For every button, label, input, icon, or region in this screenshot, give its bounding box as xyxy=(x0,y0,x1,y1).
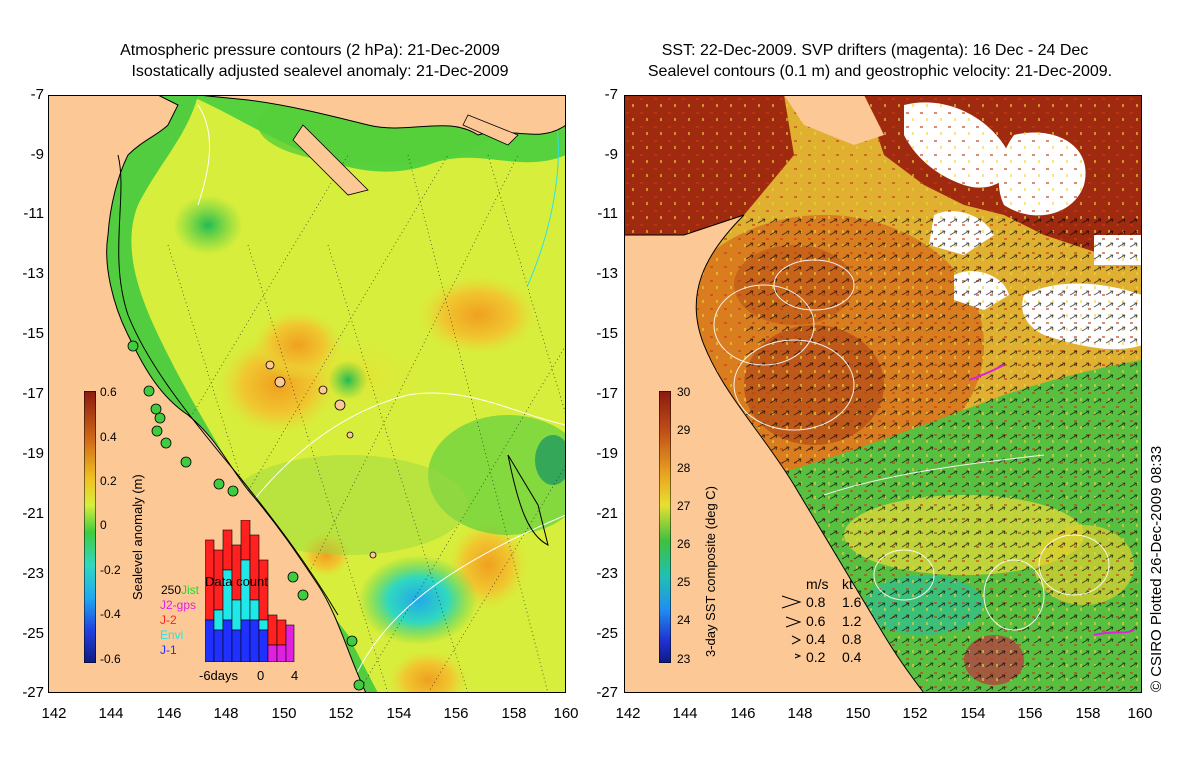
australia-coast-sst xyxy=(624,214,925,693)
sst-cbar-tick-3: 27 xyxy=(677,499,691,513)
data-count-max: 250 xyxy=(161,583,182,597)
right-lon-tick: 148 xyxy=(787,705,813,722)
data-count-axis-2: 4 xyxy=(291,668,299,683)
left-lat-tick: -21 xyxy=(22,505,44,522)
right-lat-tick: -13 xyxy=(596,265,618,282)
speed-legend-header-ms: m/s xyxy=(806,576,829,592)
right-lon-tick: 144 xyxy=(672,705,698,722)
right-lon-tick: 142 xyxy=(615,705,641,722)
right-lat-tick: -7 xyxy=(604,86,618,103)
right-lat-tick: -9 xyxy=(604,146,618,163)
sla-cbar-tick-5: -0.4 xyxy=(100,607,121,621)
speed-legend-ms-3: 0.2 xyxy=(806,649,826,665)
left-lat-tick: -17 xyxy=(22,385,44,402)
sst-cbar-tick-7: 23 xyxy=(677,652,691,666)
sla-cbar-tick-6: -0.6 xyxy=(100,652,121,666)
right-lat-tick: -21 xyxy=(596,505,618,522)
sst-cbar-tick-1: 29 xyxy=(677,423,691,437)
left-lon-tick: 150 xyxy=(271,705,297,722)
left-lat-tick: -19 xyxy=(22,445,44,462)
right-lon-tick: 150 xyxy=(845,705,871,722)
right-lon-tick: 160 xyxy=(1127,705,1153,722)
australia-coast xyxy=(48,95,367,693)
sla-cbar-tick-2: 0.2 xyxy=(100,474,117,488)
data-count-histogram xyxy=(205,520,295,662)
data-count-axis-0: -6days xyxy=(199,668,239,683)
left-lon-tick: 146 xyxy=(156,705,182,722)
right-lat-tick: -11 xyxy=(597,205,618,222)
sla-cbar-tick-3: 0 xyxy=(100,518,107,532)
right-title-line2: Sealevel contours (0.1 m) and geostrophi… xyxy=(647,63,1113,80)
sat-legend-0: Jist xyxy=(181,583,199,597)
speed-legend-kt-2: 0.8 xyxy=(842,631,862,647)
left-lon-tick: 158 xyxy=(501,705,527,722)
sst-map xyxy=(624,95,1142,693)
left-lat-tick: -13 xyxy=(22,265,44,282)
speed-legend-ms-1: 0.6 xyxy=(806,613,826,629)
left-title-line1: Atmospheric pressure contours (2 hPa): 2… xyxy=(120,42,500,59)
sla-cbar-tick-1: 0.4 xyxy=(100,430,117,444)
sst-colorbar xyxy=(659,391,671,663)
right-lat-tick: -19 xyxy=(596,445,618,462)
sst-cbar-tick-6: 24 xyxy=(677,613,691,627)
right-lat-tick: -23 xyxy=(596,565,618,582)
left-lat-tick: -25 xyxy=(22,625,44,642)
right-lat-tick: -27 xyxy=(596,684,618,701)
left-lon-tick: 156 xyxy=(443,705,469,722)
sst-cbar-tick-4: 26 xyxy=(677,537,691,551)
left-lat-tick: -7 xyxy=(30,86,44,103)
left-lon-tick: 154 xyxy=(386,705,412,722)
left-title-line2: Isostatically adjusted sealevel anomaly:… xyxy=(131,63,509,80)
left-lon-tick: 144 xyxy=(98,705,124,722)
speed-legend-ms-2: 0.4 xyxy=(806,631,826,647)
speed-legend-kt-1: 1.2 xyxy=(842,613,862,629)
right-lon-tick: 158 xyxy=(1075,705,1101,722)
speed-legend-header-kt: kt xyxy=(842,576,853,592)
left-lon-tick: 142 xyxy=(41,705,67,722)
right-lon-tick: 146 xyxy=(730,705,756,722)
left-lat-tick: -11 xyxy=(23,205,44,222)
speed-legend-kt-3: 0.4 xyxy=(842,649,862,665)
left-lon-tick: 152 xyxy=(328,705,354,722)
sla-map xyxy=(48,95,566,693)
sla-colorbar-label: Sealevel anomaly (m) xyxy=(130,474,145,600)
sat-legend-4: J-1 xyxy=(160,643,177,657)
left-lat-tick: -23 xyxy=(22,565,44,582)
copyright-label: © CSIRO Plotted 26-Dec-2009 08:33 xyxy=(1148,445,1165,692)
sla-cbar-tick-0: 0.6 xyxy=(100,385,117,399)
sat-legend-2: J-2 xyxy=(160,613,177,627)
speed-legend-arrows xyxy=(781,595,802,659)
sla-cbar-tick-4: -0.2 xyxy=(100,563,121,577)
left-lat-tick: -9 xyxy=(30,146,44,163)
sst-cbar-tick-2: 28 xyxy=(677,461,691,475)
left-lon-tick: 148 xyxy=(213,705,239,722)
left-lat-tick: -15 xyxy=(22,325,44,342)
data-count-axis-1: 0 xyxy=(257,668,265,683)
sst-colorbar-label: 3-day SST composite (deg C) xyxy=(703,486,718,657)
right-lon-tick: 156 xyxy=(1017,705,1043,722)
sat-legend-1: J2-gps xyxy=(160,598,197,612)
sla-colorbar xyxy=(84,391,96,663)
sst-cbar-tick-0: 30 xyxy=(677,385,691,399)
right-lat-tick: -15 xyxy=(596,325,618,342)
right-lon-tick: 154 xyxy=(960,705,986,722)
right-lat-tick: -17 xyxy=(596,385,618,402)
data-count-title: Data count xyxy=(205,574,268,589)
sst-cbar-tick-5: 25 xyxy=(677,575,691,589)
right-lon-tick: 152 xyxy=(902,705,928,722)
speed-legend-kt-0: 1.6 xyxy=(842,594,862,610)
sat-legend-3: Envi xyxy=(160,628,184,642)
right-title-line1: SST: 22-Dec-2009. SVP drifters (magenta)… xyxy=(661,42,1089,59)
speed-legend-ms-0: 0.8 xyxy=(806,594,826,610)
left-lat-tick: -27 xyxy=(22,684,44,701)
left-lon-tick: 160 xyxy=(553,705,579,722)
right-lat-tick: -25 xyxy=(596,625,618,642)
